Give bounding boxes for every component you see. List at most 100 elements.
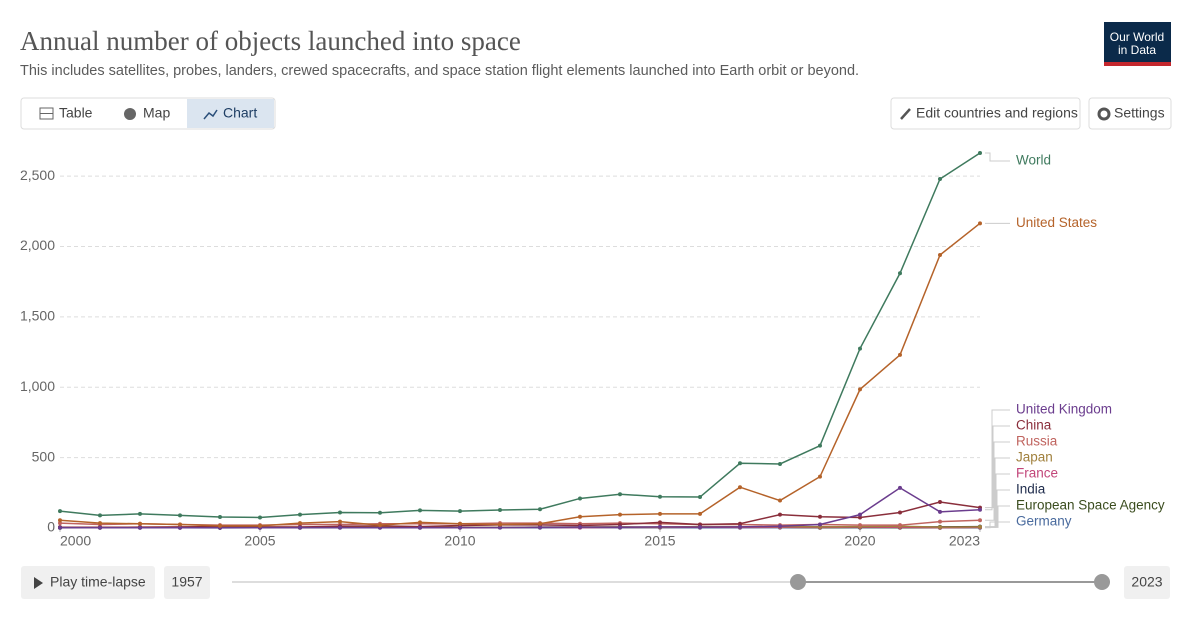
- timeline-end: 2023: [1131, 574, 1162, 590]
- edit-button[interactable]: Edit countries and regions: [890, 97, 1081, 130]
- legend-label: Germany: [1016, 514, 1072, 529]
- timeline-start-box: [164, 566, 210, 599]
- point: [218, 515, 222, 520]
- point: [498, 507, 502, 512]
- series-line: [60, 501, 981, 529]
- timeline-handle[interactable]: [790, 574, 806, 590]
- point: [538, 525, 542, 530]
- x-tick-label: 2005: [244, 533, 275, 549]
- logo[interactable]: Our World in Data: [1104, 22, 1171, 66]
- chart-title: Annual number of objects launched into s…: [20, 26, 521, 56]
- y-tick-label: 2,500: [20, 167, 55, 183]
- legend-label: France: [1016, 466, 1058, 481]
- point: [418, 508, 422, 513]
- point: [498, 525, 502, 530]
- point: [338, 519, 342, 524]
- point: [338, 510, 342, 515]
- timeline-handle[interactable]: [1094, 574, 1110, 590]
- y-tick-label: 500: [32, 448, 56, 464]
- point: [578, 514, 582, 519]
- point: [698, 511, 702, 516]
- y-tick-label: 0: [47, 519, 55, 535]
- point: [978, 221, 982, 226]
- point: [978, 518, 982, 523]
- point: [978, 524, 982, 529]
- play-button[interactable]: Play time-lapse: [21, 566, 155, 599]
- point: [898, 523, 902, 528]
- x-tick-label: 2015: [644, 533, 675, 549]
- tab-label: Map: [143, 105, 170, 121]
- icon: [124, 108, 136, 120]
- point: [658, 520, 662, 525]
- y-tick-label: 1,000: [20, 378, 55, 394]
- y-tick-label: 1,500: [20, 308, 55, 324]
- legend-label: Russia: [1016, 434, 1058, 449]
- point: [258, 515, 262, 520]
- point: [898, 510, 902, 515]
- tab-label: Chart: [223, 105, 257, 121]
- point: [418, 520, 422, 525]
- button-box: [890, 97, 1081, 130]
- leader-line: [985, 441, 1010, 521]
- y-tick-label: 2,000: [20, 237, 55, 253]
- timeline-end-box: [1124, 566, 1170, 599]
- point: [818, 474, 822, 479]
- point: [938, 499, 942, 504]
- point: [698, 525, 702, 530]
- point: [378, 523, 382, 528]
- point: [538, 507, 542, 512]
- leader-line: [985, 473, 1010, 528]
- point: [418, 525, 422, 530]
- point: [858, 523, 862, 528]
- point: [858, 346, 862, 351]
- point: [738, 524, 742, 529]
- leader-line: [985, 152, 1010, 162]
- button-label: Settings: [1114, 105, 1165, 121]
- series-line: [59, 222, 981, 527]
- point: [578, 496, 582, 501]
- series-line: [59, 487, 981, 529]
- tab-map[interactable]: Map: [124, 105, 170, 121]
- point: [978, 507, 982, 512]
- icon: [203, 109, 218, 120]
- x-tick-label: 2010: [444, 533, 475, 549]
- icon: [1097, 107, 1111, 121]
- logo-bar: [1104, 62, 1171, 66]
- point: [938, 176, 942, 181]
- legend-label: United States: [1016, 215, 1097, 230]
- point: [618, 492, 622, 497]
- logo-box: [1104, 22, 1171, 66]
- point: [858, 512, 862, 517]
- point: [858, 515, 862, 520]
- point: [778, 498, 782, 503]
- leader-line: [985, 425, 1010, 509]
- x-tick-label: 2023: [949, 533, 980, 549]
- tab-table[interactable]: Table: [39, 105, 93, 121]
- leader-line: [985, 489, 1010, 528]
- legend-label: Japan: [1016, 450, 1053, 465]
- point: [738, 521, 742, 526]
- x-tick-label: 2020: [844, 533, 875, 549]
- legend-label: European Space Agency: [1016, 498, 1165, 513]
- button-label: Edit countries and regions: [916, 105, 1078, 121]
- series-line: [59, 152, 981, 519]
- point: [378, 510, 382, 515]
- x-tick-label: 2000: [60, 533, 91, 549]
- legend-label: India: [1016, 482, 1046, 497]
- point: [178, 513, 182, 518]
- point: [658, 494, 662, 499]
- point: [178, 522, 182, 527]
- tab-chart[interactable]: Chart: [203, 105, 257, 121]
- settings-button[interactable]: Settings: [1088, 97, 1172, 130]
- point: [818, 514, 822, 519]
- point: [98, 525, 102, 530]
- point: [658, 511, 662, 516]
- point: [898, 271, 902, 276]
- timeline-start: 1957: [171, 574, 202, 590]
- point: [778, 524, 782, 529]
- leader-line: [985, 409, 1010, 511]
- point: [618, 512, 622, 517]
- point: [58, 518, 62, 523]
